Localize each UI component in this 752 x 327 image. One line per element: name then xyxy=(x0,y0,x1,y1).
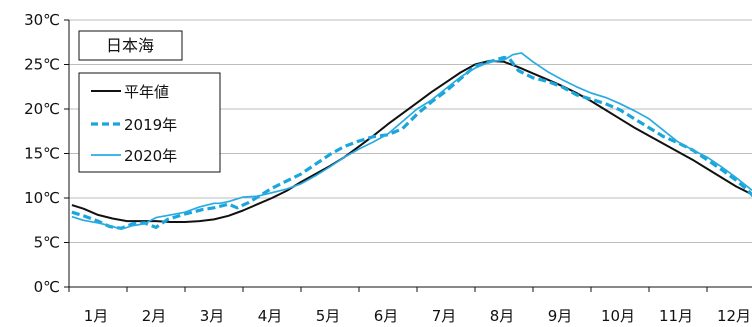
x-tick-label: 7月 xyxy=(432,307,457,325)
x-tick-label: 12月 xyxy=(717,307,751,325)
y-tick-label: 25℃ xyxy=(24,56,60,74)
x-tick-label: 4月 xyxy=(258,307,283,325)
x-tick-label: 6月 xyxy=(374,307,399,325)
axes xyxy=(68,20,752,292)
y-tick-label: 0℃ xyxy=(34,278,60,296)
x-tick-label: 8月 xyxy=(490,307,515,325)
x-tick-label: 5月 xyxy=(316,307,341,325)
series-line-2019 xyxy=(71,55,752,230)
legend: 平年値 2019年 2020年 xyxy=(78,72,221,173)
legend-label-2019: 2019年 xyxy=(124,116,177,134)
y-tick-label: 10℃ xyxy=(24,189,60,207)
y-tick-label: 30℃ xyxy=(24,11,60,29)
x-tick-label: 2月 xyxy=(142,307,167,325)
y-tick-label: 15℃ xyxy=(24,145,60,163)
legend-label-2020: 2020年 xyxy=(124,147,177,165)
legend-label-normal: 平年値 xyxy=(124,83,169,101)
x-tick-label: 3月 xyxy=(200,307,225,325)
x-tick-label: 1月 xyxy=(84,307,109,325)
x-tick-label: 10月 xyxy=(601,307,635,325)
series-lines xyxy=(71,52,752,231)
x-tick-label: 11月 xyxy=(659,307,693,325)
x-tick-label: 9月 xyxy=(548,307,573,325)
x-tick-labels: 1月 2月 3月 4月 5月 6月 7月 8月 9月 10月 11月 12月 xyxy=(84,307,751,325)
chart-title-box: 日本海 xyxy=(78,30,183,61)
y-tick-label: 5℃ xyxy=(34,234,60,252)
series-line-2020 xyxy=(71,52,752,231)
series-line-normal xyxy=(71,59,752,223)
chart-title-frame xyxy=(78,30,183,61)
y-tick-labels: 0℃ 5℃ 10℃ 15℃ 20℃ 25℃ 30℃ xyxy=(24,11,60,296)
chart-title: 日本海 xyxy=(106,36,154,55)
y-tick-label: 20℃ xyxy=(24,100,60,118)
